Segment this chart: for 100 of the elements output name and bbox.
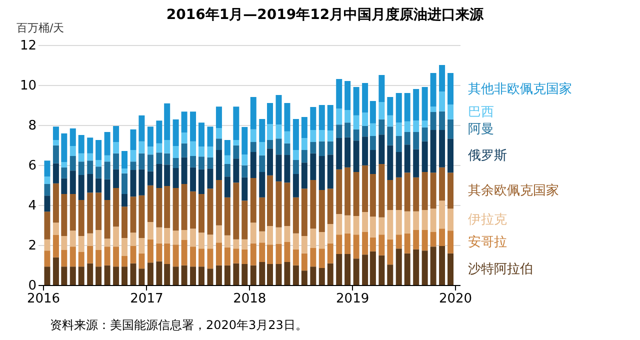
bar [259, 142, 266, 156]
bar [156, 143, 162, 153]
bar [439, 92, 446, 112]
bar [52, 126, 59, 140]
bar [267, 226, 274, 245]
bar [327, 224, 334, 244]
text: 资料来源：美国能源信息署，2020年3月23日。 [50, 318, 308, 332]
bar [267, 140, 274, 149]
bar [207, 126, 214, 147]
bar [113, 126, 120, 142]
bar [439, 246, 446, 285]
y-tick-label: 8 [28, 118, 36, 134]
bar [138, 115, 145, 142]
series-label: 伊拉克 [468, 212, 507, 228]
bar [422, 127, 428, 142]
bar [284, 131, 290, 144]
bar [113, 266, 120, 285]
bar [404, 144, 410, 173]
bar [327, 154, 334, 189]
bar [104, 162, 110, 180]
bar [370, 150, 376, 174]
bar [130, 246, 136, 264]
bar [447, 230, 454, 254]
bar [224, 247, 230, 266]
bar [61, 236, 68, 250]
y-axis-title: 百万桶/天 [16, 22, 64, 34]
bar [156, 164, 162, 188]
bar [276, 181, 282, 228]
bar [378, 102, 385, 120]
bar [138, 169, 145, 196]
bar [259, 197, 266, 232]
bar [250, 243, 256, 266]
series-label: 巴西 [468, 105, 494, 120]
bar [190, 246, 196, 267]
bar [378, 75, 385, 102]
bar [207, 248, 214, 269]
bar [164, 103, 170, 140]
bar [70, 194, 76, 231]
bar [96, 192, 102, 230]
bar [310, 180, 316, 229]
bar [147, 146, 154, 155]
bar [353, 115, 360, 130]
bar [164, 153, 170, 165]
bar [387, 97, 394, 116]
bar [44, 176, 50, 184]
bar [404, 233, 410, 254]
bar [327, 105, 334, 131]
bar [122, 238, 128, 256]
bar [61, 178, 68, 194]
bar [318, 141, 325, 156]
bar [70, 266, 76, 285]
bar [190, 228, 196, 247]
bar [422, 250, 428, 285]
bar [336, 234, 342, 254]
bar [172, 158, 179, 168]
bar [224, 155, 230, 164]
bar [233, 182, 240, 240]
bar [276, 154, 282, 182]
bar [430, 112, 436, 130]
bar [439, 65, 446, 92]
bar [310, 107, 316, 130]
bar [353, 129, 360, 141]
bar [250, 142, 256, 152]
bar [96, 178, 102, 193]
y-tick-label: 6 [28, 158, 36, 174]
bar [164, 243, 170, 264]
bar [172, 244, 179, 267]
bar [233, 158, 240, 183]
bar [404, 172, 410, 212]
bar [387, 180, 394, 210]
bar [318, 130, 325, 142]
bar [156, 227, 162, 244]
bar [104, 155, 110, 162]
bar [404, 121, 410, 132]
bar [250, 178, 256, 223]
bar [378, 217, 385, 235]
bar [284, 262, 290, 285]
bar [396, 152, 402, 178]
bar [52, 140, 59, 146]
bar [216, 138, 222, 150]
bar [276, 124, 282, 139]
bar [396, 210, 402, 235]
bar [104, 265, 110, 285]
bar [413, 132, 420, 150]
bar [284, 103, 290, 132]
bar [336, 254, 342, 285]
bar [292, 197, 299, 234]
bar [362, 212, 368, 232]
y-tick-label: 2 [28, 238, 36, 254]
bar [138, 238, 145, 254]
bar [156, 243, 162, 262]
bar [242, 177, 248, 201]
bar [78, 236, 84, 252]
bar [292, 233, 299, 250]
bar [181, 184, 188, 230]
bar [242, 165, 248, 178]
bar [138, 253, 145, 269]
bar [207, 188, 214, 235]
bar [44, 266, 50, 285]
bar [378, 234, 385, 256]
